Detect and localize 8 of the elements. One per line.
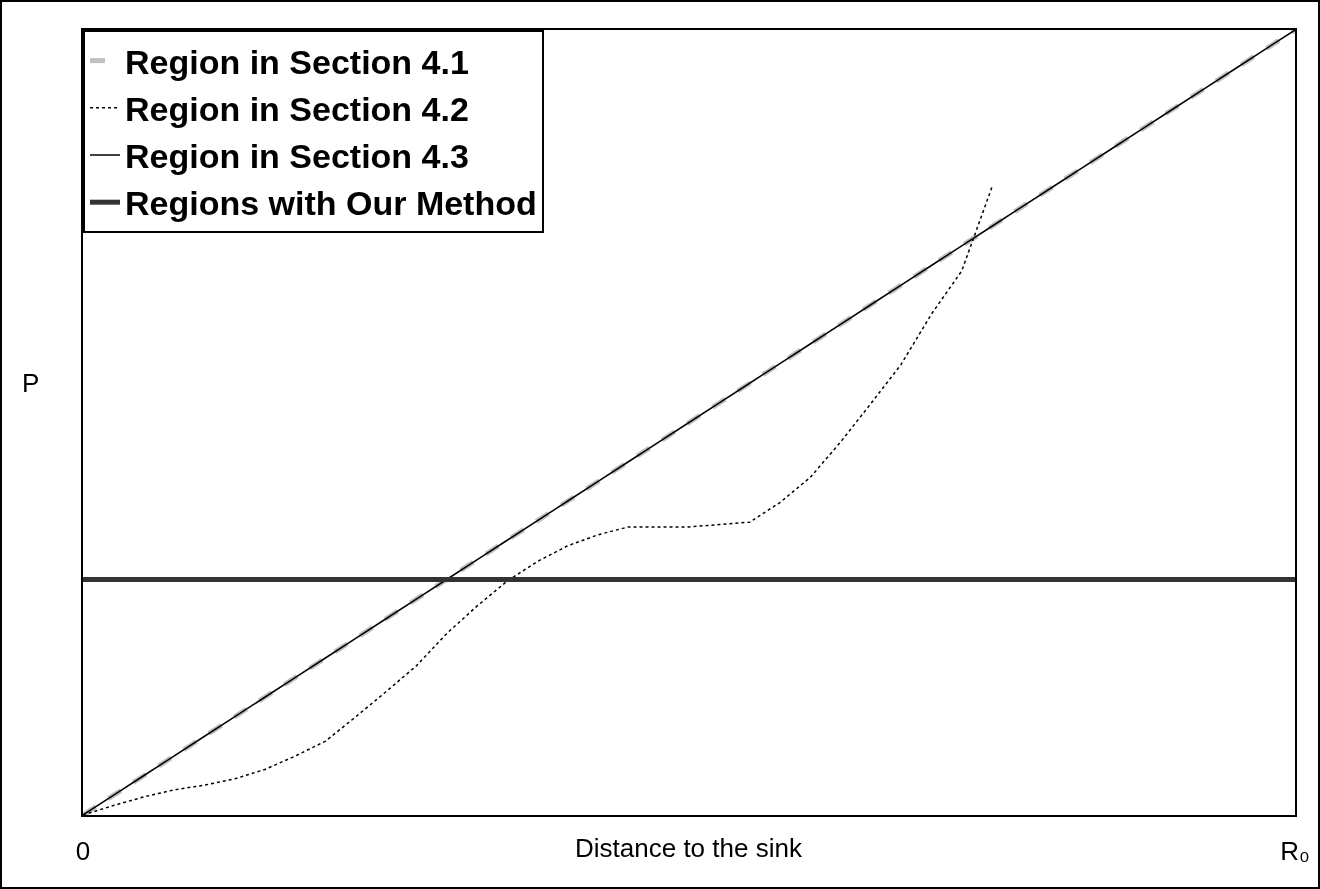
legend-label: Regions with Our Method <box>125 184 537 223</box>
x-tick-label: R₀ <box>1280 836 1310 867</box>
legend-label: Region in Section 4.1 <box>125 42 469 81</box>
y-axis-title: P <box>22 368 40 398</box>
legend-label: Region in Section 4.2 <box>125 90 469 129</box>
x-axis-title: Distance to the sink <box>575 833 803 863</box>
x-tick-label: 0 <box>75 836 91 867</box>
legend-label: Region in Section 4.3 <box>125 137 469 176</box>
